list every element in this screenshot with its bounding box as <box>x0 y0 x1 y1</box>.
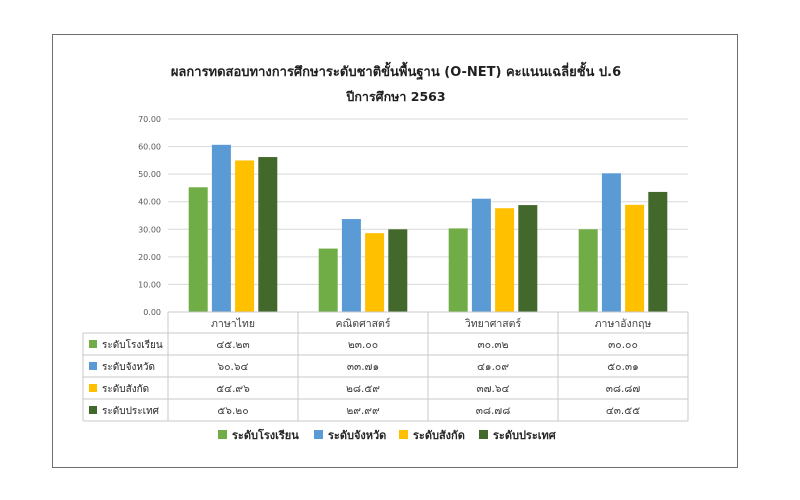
legend-label: ระดับสังกัด <box>413 429 465 442</box>
legend-key <box>314 430 323 439</box>
chart: ผลการทดสอบทางการศึกษาระดับชาติขั้นพื้นฐา… <box>82 61 689 442</box>
bar-2-4 <box>601 173 621 312</box>
row-legend-key <box>89 362 97 370</box>
legend-label: ระดับประเทศ <box>493 429 557 442</box>
bars <box>188 144 668 312</box>
data-label: ๔๑.๐๙ <box>477 361 509 373</box>
bar-2-3 <box>471 198 491 312</box>
data-label: ๕๔.๙๖ <box>216 383 250 395</box>
row-legend-key <box>89 406 97 414</box>
row-label: ระดับประเทศ <box>102 406 160 417</box>
data-label: ๓๘.๘๗ <box>606 383 641 395</box>
row-label: ระดับจังหวัด <box>102 362 155 373</box>
bar-2-1 <box>211 144 231 312</box>
data-label: ๕๐.๓๑ <box>607 361 639 373</box>
data-label: ๒๘.๕๙ <box>346 383 380 395</box>
gridlines <box>168 118 688 285</box>
data-label: ๒๓.๐๐ <box>348 339 378 351</box>
category-label: ภาษาอังกฤษ <box>595 318 652 330</box>
bar-4-1 <box>258 157 278 312</box>
legend-key <box>479 430 488 439</box>
y-tick-label: 0.00 <box>143 308 161 317</box>
bar-1-2 <box>318 248 338 312</box>
y-tick-label: 10.00 <box>138 280 161 289</box>
category-label: ภาษาไทย <box>211 317 255 330</box>
data-table: ภาษาไทย คณิตศาสตร์ วิทยาศาสตร์ ภาษาอังกฤษระ… <box>82 311 689 422</box>
bar-1-1 <box>188 187 208 312</box>
row-label: ระดับโรงเรียน <box>102 338 163 351</box>
legend-label: ระดับโรงเรียน <box>232 428 299 442</box>
legend-key <box>399 430 408 439</box>
chart-subtitle: ปีการศึกษา 2563 <box>345 89 445 104</box>
data-label: ๓๓.๗๑ <box>347 361 379 373</box>
y-tick-label: 30.00 <box>138 225 161 234</box>
bar-1-4 <box>578 229 598 312</box>
legend: ระดับโรงเรียน ระดับจังหวัด ระดับสังกัด ระดั… <box>218 428 557 442</box>
bar-2-2 <box>341 219 361 312</box>
data-label: ๒๙.๙๙ <box>346 405 380 417</box>
legend-key <box>218 430 227 439</box>
bar-4-4 <box>648 191 668 312</box>
data-label: ๖๐.๖๔ <box>217 361 248 373</box>
bar-3-4 <box>625 204 645 312</box>
data-label: ๓๐.๓๒ <box>477 339 508 351</box>
y-tick-label: 20.00 <box>138 253 161 262</box>
data-label: ๓๐.๐๐ <box>608 339 638 351</box>
y-tick-label: 70.00 <box>138 115 161 124</box>
bar-3-2 <box>365 233 385 312</box>
row-legend-key <box>89 384 97 392</box>
chart-frame: ผลการทดสอบทางการศึกษาระดับชาติขั้นพื้นฐา… <box>52 34 738 468</box>
y-tick-label: 60.00 <box>138 143 161 152</box>
y-tick-label: 40.00 <box>138 198 161 207</box>
chart-title: ผลการทดสอบทางการศึกษาระดับชาติขั้นพื้นฐา… <box>171 61 621 81</box>
data-label: ๔๓.๕๕ <box>606 405 640 417</box>
bar-4-3 <box>518 205 538 312</box>
bar-3-3 <box>495 208 515 312</box>
y-tick-label: 50.00 <box>138 170 161 179</box>
category-label: คณิตศาสตร์ <box>335 317 390 330</box>
data-label: ๔๕.๒๓ <box>216 339 249 351</box>
bar-4-2 <box>388 229 408 312</box>
data-label: ๕๖.๒๐ <box>217 405 248 417</box>
legend-label: ระดับจังหวัด <box>328 429 386 442</box>
category-label: วิทยาศาสตร์ <box>465 317 522 330</box>
row-legend-key <box>89 340 97 348</box>
data-label: ๓๘.๗๘ <box>476 405 511 417</box>
row-label: ระดับสังกัด <box>102 384 149 395</box>
y-axis: 0.00 10.00 20.00 30.00 40.00 50.00 60.00 70.00 <box>138 115 161 317</box>
bar-3-1 <box>235 160 255 312</box>
data-label: ๓๗.๖๔ <box>476 383 509 395</box>
bar-1-3 <box>448 228 468 312</box>
